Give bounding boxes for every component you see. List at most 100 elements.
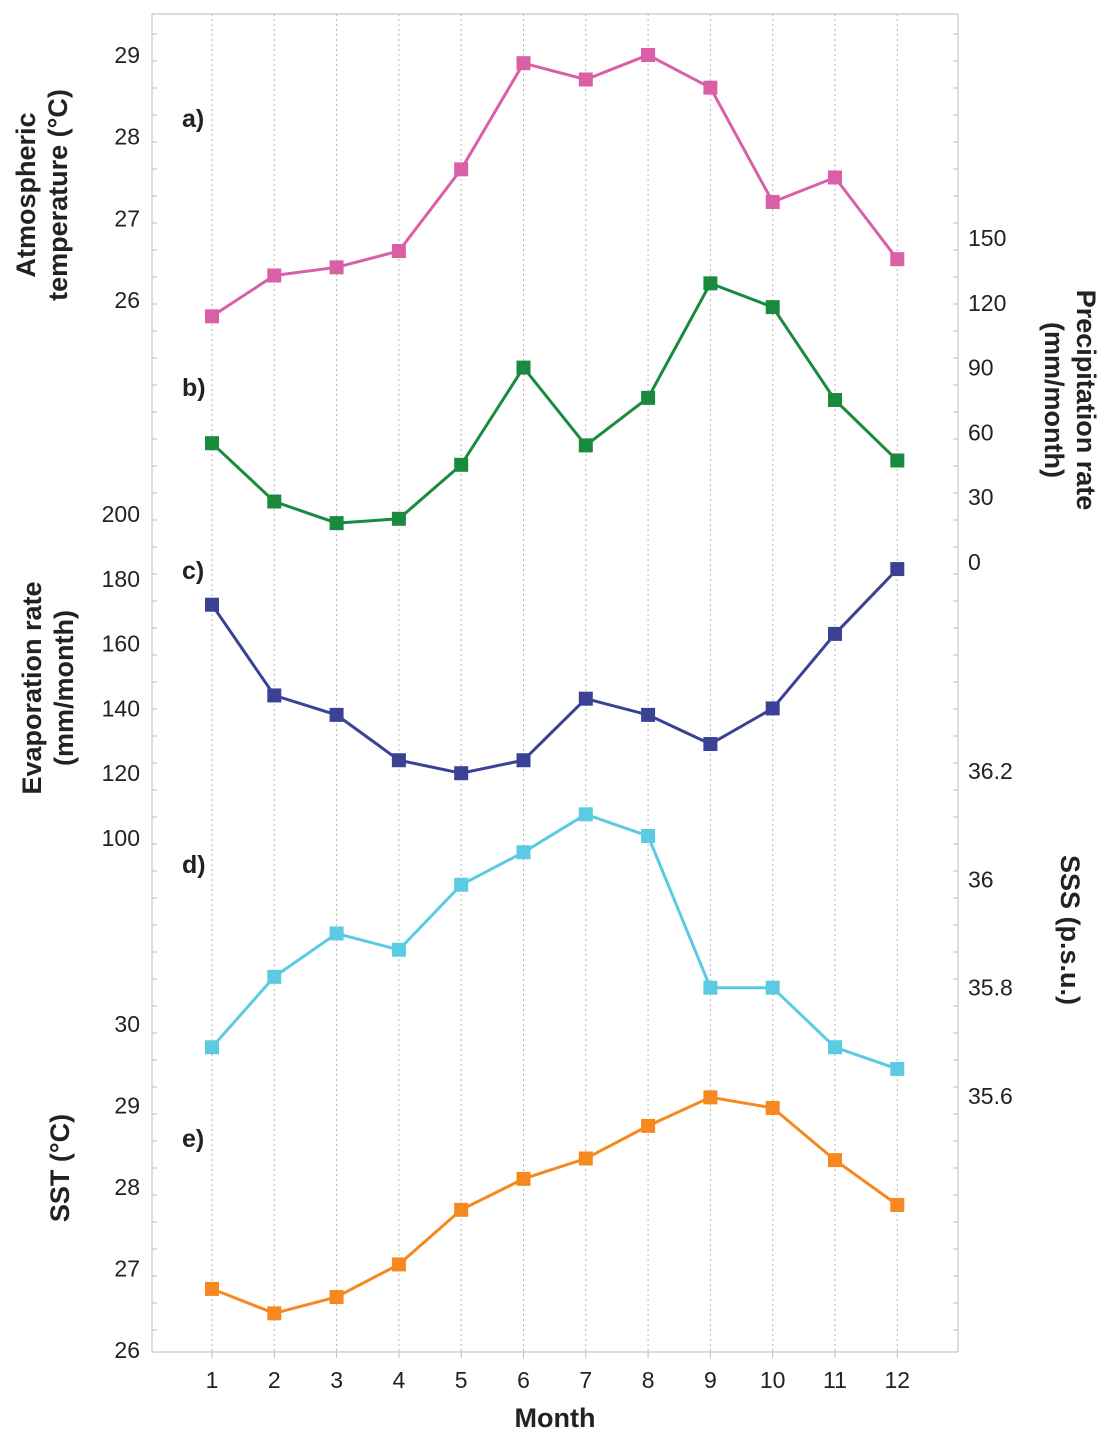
series-line-a: [211, 53, 899, 318]
data-point-b-2: [267, 494, 282, 509]
data-point-a-8: [641, 48, 656, 62]
label-layer: Atmospheric temperature (°C) a) Precipitati…: [11, 89, 1101, 1222]
data-point-c-9: [703, 737, 718, 752]
x-tick-label: 12: [885, 1367, 911, 1393]
x-axis-title: Month: [515, 1403, 596, 1429]
y-tick-label-a: 26: [114, 287, 140, 313]
data-point-d-1: [205, 1040, 219, 1055]
panel-label-e: e): [182, 1125, 204, 1153]
data-point-e-2: [267, 1306, 282, 1321]
data-point-a-2: [267, 268, 282, 283]
series-line-b: [210, 281, 899, 525]
data-point-b-9: [703, 276, 718, 291]
data-point-e-12: [890, 1197, 905, 1212]
x-tick-label: 6: [517, 1367, 530, 1393]
data-point-a-4: [391, 244, 406, 258]
y-tick-label-d: 35.8: [968, 975, 1013, 1001]
x-tick-label: 2: [268, 1367, 281, 1393]
series-line-e: [211, 1095, 899, 1315]
y-axis-title-e: SST (°C): [45, 1114, 75, 1222]
data-point-a-6: [516, 56, 531, 71]
data-point-a-11: [828, 170, 842, 185]
y-tick-label-d: 35.6: [968, 1083, 1013, 1109]
data-point-c-8: [641, 707, 656, 722]
x-tick-label: 10: [760, 1367, 786, 1393]
data-point-a-1: [205, 309, 219, 324]
y-tick-label-b: 0: [968, 549, 981, 575]
data-point-a-9: [703, 80, 718, 95]
panel-label-c: c): [182, 557, 204, 585]
data-point-b-11: [828, 393, 842, 407]
data-point-c-5: [454, 766, 469, 781]
data-point-b-1: [205, 436, 219, 451]
y-tick-label-b: 60: [968, 419, 994, 445]
y-tick-label-b: 120: [968, 290, 1006, 316]
data-point-e-7: [578, 1151, 593, 1166]
y-axis-title-d: SSS (p.s.u.): [1055, 855, 1085, 1005]
y-tick-label-b: 150: [968, 225, 1006, 251]
data-point-c-6: [516, 753, 531, 768]
frame-layer: [151, 13, 959, 1353]
data-point-e-10: [765, 1100, 780, 1115]
y-axis-title-c: (mm/month): [49, 610, 79, 766]
y-tick-label-a: 29: [114, 42, 140, 68]
data-point-d-2: [267, 969, 282, 984]
data-point-e-8: [641, 1118, 656, 1133]
y-tick-label-d: 36: [968, 866, 994, 892]
x-tick-label: 7: [579, 1367, 592, 1393]
y-tick-label-c: 200: [102, 501, 140, 527]
panel-label-d: d): [182, 851, 206, 879]
x-tick-label: 3: [330, 1367, 343, 1393]
y-axis-title-b: (mm/month): [1039, 322, 1069, 478]
y-tick-label-e: 28: [114, 1174, 140, 1200]
data-point-c-2: [267, 688, 282, 703]
y-tick-label-a: 28: [114, 124, 140, 150]
y-tick-label-c: 120: [102, 760, 140, 786]
y-tick-label-c: 160: [102, 631, 140, 657]
panel-label-b: b): [182, 374, 206, 402]
data-point-e-11: [828, 1153, 842, 1168]
data-point-b-6: [516, 360, 531, 375]
data-point-d-12: [890, 1061, 905, 1076]
panel-label-a: a): [182, 105, 204, 133]
data-point-d-11: [828, 1040, 842, 1055]
y-axis-title-b: Precipitation rate: [1071, 290, 1101, 511]
x-tick-label: 4: [393, 1367, 406, 1393]
y-axis-title-a: temperature (°C): [43, 89, 73, 301]
x-tick-label: 5: [455, 1367, 468, 1393]
series-layer: [205, 48, 905, 1321]
data-point-c-4: [391, 753, 406, 768]
data-point-d-3: [329, 926, 344, 941]
y-tick-label-e: 29: [114, 1093, 140, 1119]
x-tick-label: 11: [823, 1367, 847, 1393]
y-tick-label-b: 30: [968, 484, 994, 510]
data-point-c-12: [890, 562, 905, 577]
data-point-b-4: [391, 511, 406, 526]
axis-layer: 1 2 3 4 5 6 7 8 9 10 11 12Month26272829030609012015…: [102, 42, 1013, 1429]
x-tick-label: 8: [642, 1367, 655, 1393]
y-tick-label-d: 36.2: [968, 758, 1013, 784]
data-point-b-5: [454, 457, 469, 472]
data-point-b-12: [890, 453, 905, 468]
y-tick-label-e: 27: [114, 1256, 140, 1282]
y-tick-label-b: 90: [968, 355, 994, 381]
y-tick-label-c: 140: [102, 695, 140, 721]
data-point-a-7: [578, 72, 593, 87]
series-line-d: [210, 812, 898, 1071]
data-point-c-7: [578, 691, 593, 706]
data-point-d-6: [516, 845, 531, 860]
data-point-d-5: [454, 877, 469, 892]
y-tick-label-a: 27: [114, 205, 140, 231]
data-point-d-10: [765, 980, 780, 995]
data-point-e-9: [703, 1090, 718, 1105]
y-tick-label-e: 26: [114, 1337, 140, 1363]
x-tick-label: 1: [206, 1367, 219, 1393]
data-point-b-7: [578, 438, 593, 453]
data-point-d-8: [641, 829, 656, 843]
data-point-b-8: [641, 390, 656, 405]
y-tick-label-e: 30: [114, 1011, 140, 1037]
data-point-a-10: [765, 195, 780, 209]
data-point-e-5: [454, 1202, 469, 1217]
data-point-b-3: [329, 516, 344, 531]
series-line-c: [210, 568, 899, 775]
